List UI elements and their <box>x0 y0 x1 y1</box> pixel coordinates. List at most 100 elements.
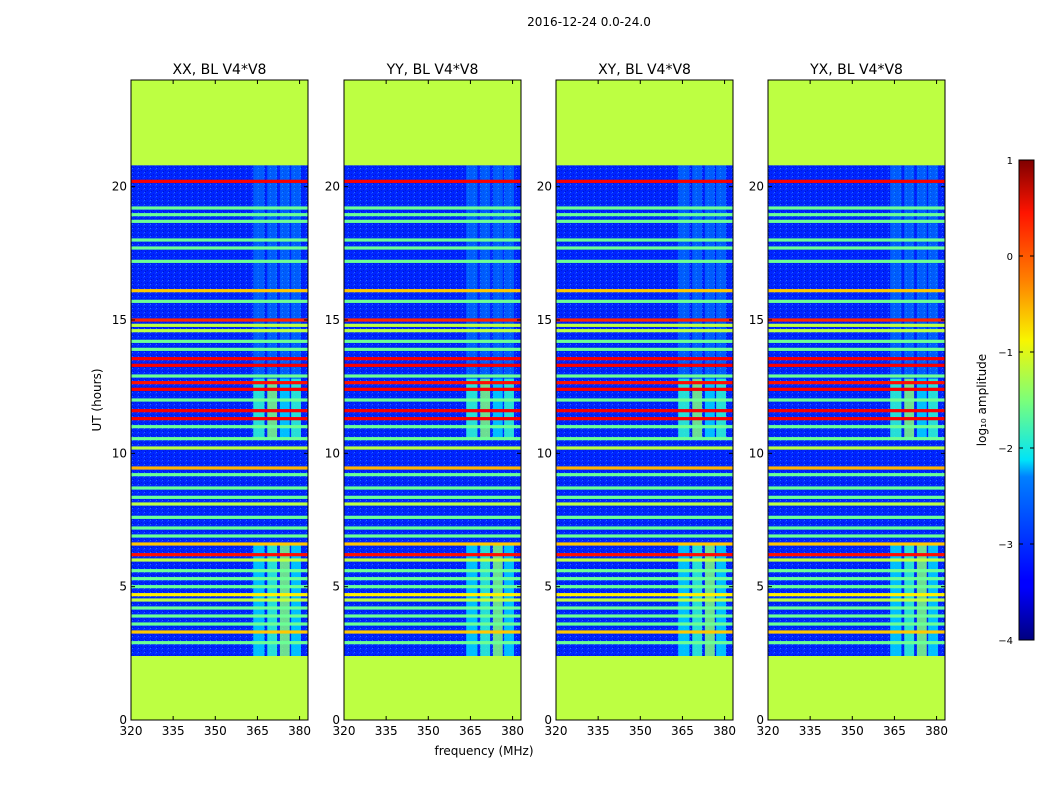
no-data-region <box>131 656 308 720</box>
flagged-row <box>556 398 733 402</box>
y-tick-label: 10 <box>325 446 340 460</box>
flagged-row <box>768 534 945 538</box>
flagged-row <box>556 622 733 626</box>
flagged-row <box>344 486 521 490</box>
flagged-row <box>344 238 521 242</box>
rfi-band-streak <box>916 165 927 379</box>
flagged-row <box>556 486 733 490</box>
flagged-row <box>131 593 308 597</box>
flagged-row <box>768 641 945 645</box>
flagged-row <box>131 289 308 293</box>
flagged-row <box>556 577 733 581</box>
flagged-row <box>131 299 308 303</box>
flagged-row <box>344 398 521 402</box>
flagged-row <box>768 622 945 626</box>
subplot-panel: YX, BL V4*V8 320 335 350 365 380 0 5 10 15 20 <box>749 62 948 738</box>
rfi-band-streak <box>291 165 301 379</box>
y-tick-label: 0 <box>544 713 552 727</box>
y-tick-label: 0 <box>119 713 127 727</box>
x-tick-label: 380 <box>501 724 524 738</box>
y-tick-label: 20 <box>112 180 127 194</box>
flagged-row <box>344 446 521 450</box>
x-tick-label: 335 <box>587 724 610 738</box>
flagged-row <box>131 318 308 322</box>
x-tick-label: 380 <box>925 724 948 738</box>
flagged-row <box>556 606 733 610</box>
flagged-row <box>556 630 733 634</box>
flagged-row <box>344 425 521 429</box>
flagged-row <box>768 179 945 183</box>
rfi-band-streak <box>890 165 902 379</box>
rfi-band-streak <box>253 165 265 379</box>
colorbar-tick-label: −4 <box>998 636 1013 647</box>
flagged-row <box>344 339 521 343</box>
flagged-row <box>768 473 945 477</box>
flagged-row <box>556 425 733 429</box>
flagged-row <box>131 486 308 490</box>
flagged-row <box>556 466 733 470</box>
flagged-row <box>131 569 308 573</box>
rfi-band-streak <box>504 165 514 379</box>
flagged-row <box>556 339 733 343</box>
flagged-row <box>768 259 945 263</box>
y-tick-label: 15 <box>537 313 552 327</box>
colorbar-ticks: 1 0 −1 −2 −3 −4 <box>998 156 1034 647</box>
flagged-row <box>768 329 945 333</box>
flagged-row <box>131 206 308 210</box>
x-tick-label: 350 <box>841 724 864 738</box>
flagged-row <box>556 553 733 557</box>
flagged-row <box>556 374 733 378</box>
flagged-row <box>768 502 945 506</box>
flagged-row <box>556 446 733 450</box>
flagged-row <box>131 526 308 530</box>
rfi-band-streak <box>704 165 715 379</box>
flagged-row <box>556 179 733 183</box>
flagged-row <box>768 238 945 242</box>
flagged-row <box>131 437 308 441</box>
x-tick-label: 320 <box>333 724 356 738</box>
flagged-row <box>768 206 945 210</box>
y-tick-label: 15 <box>749 313 764 327</box>
figure-suptitle: 2016-12-24 0.0-24.0 <box>527 15 651 29</box>
x-tick-label: 380 <box>288 724 311 738</box>
x-tick-label: 335 <box>799 724 822 738</box>
flagged-row <box>768 606 945 610</box>
y-tick-label: 10 <box>749 446 764 460</box>
flagged-row <box>131 417 308 421</box>
flagged-row <box>344 502 521 506</box>
y-tick-label: 15 <box>112 313 127 327</box>
flagged-row <box>131 558 308 562</box>
x-tick-label: 380 <box>713 724 736 738</box>
flagged-row <box>344 363 521 367</box>
colorbar-tick-label: 0 <box>1007 252 1013 263</box>
x-tick-label: 320 <box>757 724 780 738</box>
flagged-row <box>556 585 733 589</box>
y-tick-label: 0 <box>756 713 764 727</box>
flagged-row <box>556 259 733 263</box>
flagged-row <box>768 630 945 634</box>
flagged-row <box>768 558 945 562</box>
flagged-row <box>131 329 308 333</box>
flagged-row <box>768 542 945 546</box>
axes-frame <box>343 79 522 721</box>
flagged-row <box>768 526 945 530</box>
flagged-row <box>131 466 308 470</box>
y-tick-label: 5 <box>756 580 764 594</box>
flagged-row <box>768 593 945 597</box>
flagged-row <box>344 553 521 557</box>
y-tick-label: 15 <box>325 313 340 327</box>
flagged-row <box>556 289 733 293</box>
flagged-row <box>344 213 521 217</box>
flagged-row <box>768 598 945 602</box>
no-data-region <box>556 80 733 166</box>
flagged-row <box>344 558 521 562</box>
flagged-row <box>131 363 308 367</box>
y-tick-label: 5 <box>332 580 340 594</box>
y-tick-label: 20 <box>749 180 764 194</box>
y-tick-label: 0 <box>332 713 340 727</box>
flagged-row <box>556 417 733 421</box>
flagged-row <box>131 409 308 413</box>
flagged-row <box>556 495 733 499</box>
flagged-row <box>768 246 945 250</box>
